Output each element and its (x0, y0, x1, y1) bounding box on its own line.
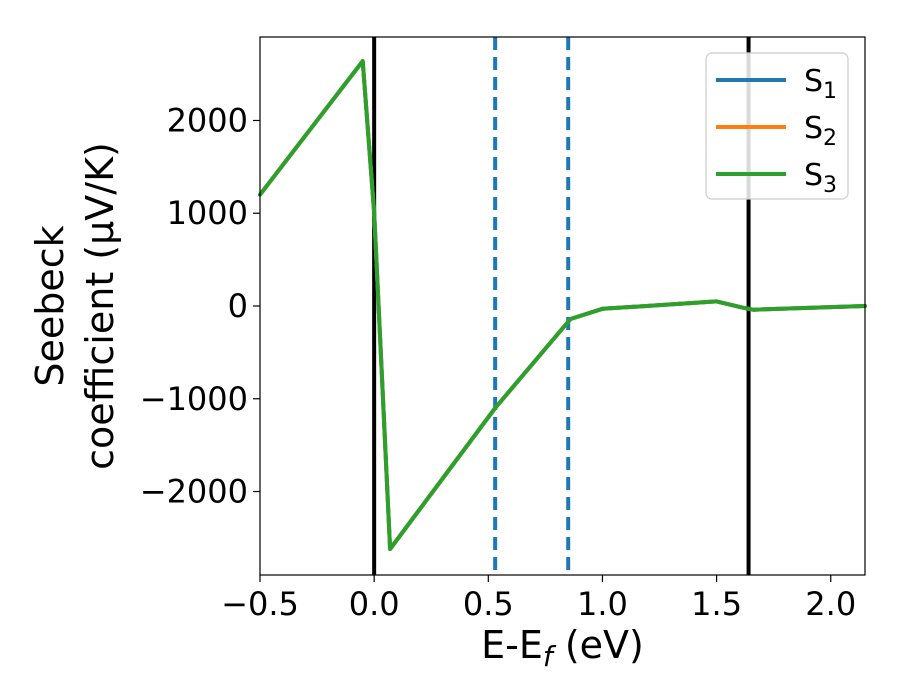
legend-label-3: S3 (804, 158, 837, 198)
x-tick-label: 1.0 (577, 585, 628, 623)
y-axis-ticks: −2000 −1000 0 1000 2000 (140, 101, 260, 511)
x-tick-label: 0.5 (463, 585, 514, 623)
y-axis-label-line2: coefficient (μV/K) (78, 142, 122, 470)
legend-label-2: S2 (804, 111, 837, 151)
series-line-3 (258, 59, 867, 551)
y-tick-label: 2000 (167, 101, 248, 139)
x-axis-label-main: E-E (481, 623, 543, 667)
x-tick-label: −0.5 (221, 585, 299, 623)
y-tick-label: −2000 (140, 473, 248, 511)
x-tick-label: 0.0 (349, 585, 400, 623)
y-tick-label: −1000 (140, 380, 248, 418)
x-tick-label: 1.5 (691, 585, 742, 623)
legend-label-1: S1 (804, 64, 837, 104)
series-lines (258, 59, 867, 551)
x-axis-label: E-Ef (eV) (481, 623, 644, 673)
x-axis-label-unit: (eV) (553, 623, 644, 667)
y-axis-label-line1: Seebeck (28, 225, 72, 386)
legend: S1 S2 S3 (705, 52, 849, 200)
y-tick-label: 0 (228, 287, 248, 325)
x-axis-ticks: −0.5 0.0 0.5 1.0 1.5 2.0 (221, 575, 856, 623)
y-tick-label: 1000 (167, 194, 248, 232)
x-tick-label: 2.0 (805, 585, 856, 623)
